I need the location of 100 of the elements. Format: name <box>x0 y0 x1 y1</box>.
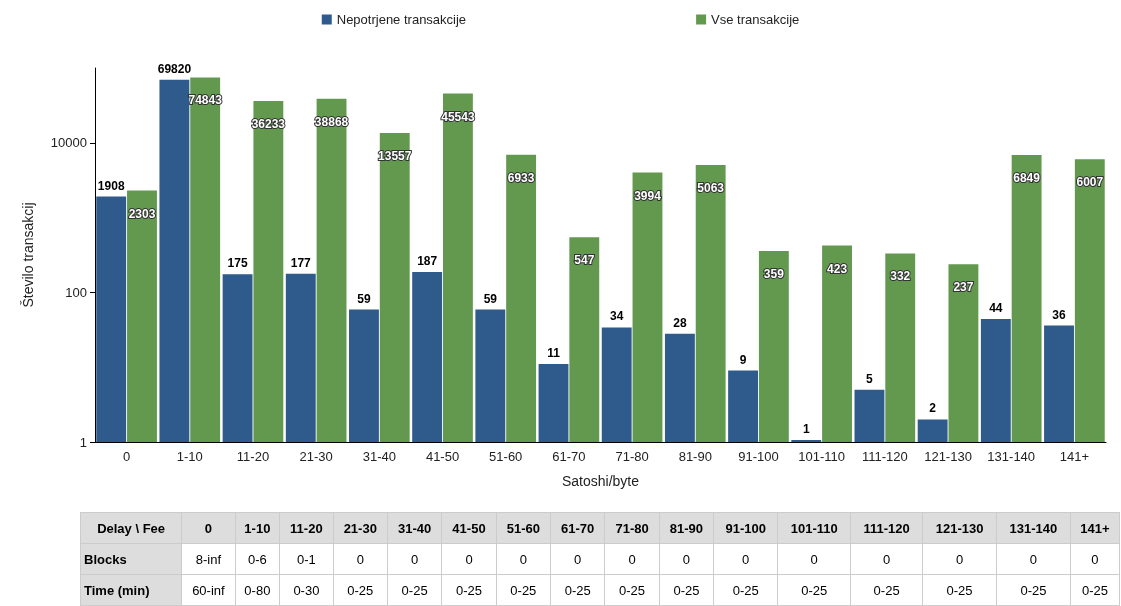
x-tick-label: 1-10 <box>235 512 280 544</box>
data-label: 11 <box>547 346 561 361</box>
x-tick-label: 141+ <box>1070 512 1120 544</box>
text: 0-25 <box>673 582 700 598</box>
text: 0-25 <box>510 582 537 598</box>
x-tick-label: 131-140 <box>996 512 1071 544</box>
data-label: 547 <box>574 253 595 268</box>
data-label: 2303 <box>128 206 156 221</box>
x-tick-label: 61-70 <box>550 512 605 544</box>
x-tick-label: 141+ <box>1059 449 1090 464</box>
data-label: 59 <box>357 291 371 306</box>
x-tick-label: 31-40 <box>362 449 396 464</box>
text: 0-6 <box>247 551 267 567</box>
legend-label: Nepotrjene transakcije <box>336 12 467 27</box>
data-label: 423 <box>827 261 848 276</box>
x-tick-label: 71-80 <box>615 449 649 464</box>
text: 0 <box>1091 551 1099 567</box>
text: 0-25 <box>619 582 646 598</box>
y-axis-title: Število transakcij <box>20 202 36 308</box>
y-tick-label: Time (min) <box>80 574 182 606</box>
data-label: 9 <box>739 352 747 367</box>
text: 0 <box>955 551 964 567</box>
x-tick-label: 111-120 <box>850 512 923 544</box>
text: 0-25 <box>1020 582 1047 598</box>
text: 0 <box>574 551 582 567</box>
text: 0 <box>682 551 691 567</box>
x-tick-label: 51-60 <box>496 512 551 544</box>
x-tick-label: 121-130 <box>924 449 972 464</box>
y-tick-label: 1 <box>79 434 87 450</box>
x-tick-label: 61-70 <box>552 449 586 464</box>
x-tick-label: 81-90 <box>678 449 712 464</box>
data-label: 6849 <box>1013 171 1041 186</box>
x-tick-label: 11-20 <box>236 449 270 464</box>
text: 0 <box>411 551 419 567</box>
x-tick-label: 21-30 <box>333 512 388 544</box>
text: 0 <box>519 551 527 567</box>
data-label: 177 <box>290 255 312 270</box>
x-tick-label: 41-50 <box>441 512 497 544</box>
data-label: 359 <box>763 266 785 281</box>
text: 0 <box>356 551 364 567</box>
x-tick-label: 1-10 <box>176 449 203 464</box>
data-label: 187 <box>417 254 438 269</box>
text: 0-25 <box>946 582 973 598</box>
text: 0 <box>742 551 750 567</box>
text: 0-25 <box>801 582 828 598</box>
y-tick-label: 10000 <box>50 135 87 151</box>
x-tick-label: 101-110 <box>798 449 846 464</box>
x-tick-label: 101-110 <box>777 512 851 544</box>
data-label: 2 <box>929 401 937 416</box>
y-tick-label: Blocks <box>80 543 182 575</box>
x-tick-label: 11-20 <box>279 512 334 544</box>
text: 0 <box>810 551 818 567</box>
text: 0 <box>465 551 473 567</box>
x-tick-label: 91-100 <box>713 512 778 544</box>
x-tick-label: 41-50 <box>425 449 460 464</box>
data-label: 3994 <box>634 188 662 203</box>
x-tick-label: 131-140 <box>987 449 1036 464</box>
text: 0-30 <box>293 582 320 598</box>
x-tick-label: 111-120 <box>861 449 908 464</box>
x-tick-label: 31-40 <box>387 512 442 544</box>
x-tick-label: 91-100 <box>738 449 779 464</box>
x-axis-title: Satoshi/byte <box>561 473 640 489</box>
y-tick-label: 100 <box>65 284 87 300</box>
text: 0-25 <box>564 582 591 598</box>
data-label: 5063 <box>697 180 725 195</box>
text: 0-25 <box>455 582 482 598</box>
x-tick-label: 121-130 <box>922 512 997 544</box>
text: 0-1 <box>296 551 316 567</box>
data-label: 28 <box>673 315 687 330</box>
text: 0 <box>628 551 636 567</box>
text: 8-inf <box>195 551 222 567</box>
data-label: 59 <box>483 291 498 306</box>
text: 0-25 <box>1081 582 1108 598</box>
x-tick-label: 51-60 <box>489 449 523 464</box>
text: 0-25 <box>401 582 428 598</box>
text: 0-25 <box>347 582 374 598</box>
x-tick-label: 21-30 <box>299 449 333 464</box>
data-label: 175 <box>227 256 248 271</box>
text: 60-inf <box>192 582 225 598</box>
data-label: 6007 <box>1076 175 1104 190</box>
x-tick-label: 81-90 <box>659 512 714 544</box>
x-tick-label: 71-80 <box>604 512 660 544</box>
x-tick-label: 0 <box>181 512 236 544</box>
text: 0 <box>883 551 891 567</box>
data-label: 44 <box>989 301 1003 316</box>
text: 0-80 <box>244 582 271 598</box>
text: 0-25 <box>873 582 900 598</box>
data-label: 69820 <box>157 61 192 76</box>
data-label: 332 <box>890 269 911 284</box>
data-label: 6933 <box>507 170 535 185</box>
data-label: 34 <box>610 309 624 324</box>
data-label: 36 <box>1052 307 1067 322</box>
legend-label: Vse transakcije <box>711 12 800 27</box>
text: 0-25 <box>732 582 759 598</box>
data-label: 237 <box>953 280 974 295</box>
data-label: 5 <box>866 371 874 386</box>
data-label: 1908 <box>97 178 125 193</box>
data-label: 1 <box>802 422 810 436</box>
y-axis-title: Delay \ Fee <box>80 512 182 544</box>
x-tick-label: 0 <box>122 449 131 464</box>
